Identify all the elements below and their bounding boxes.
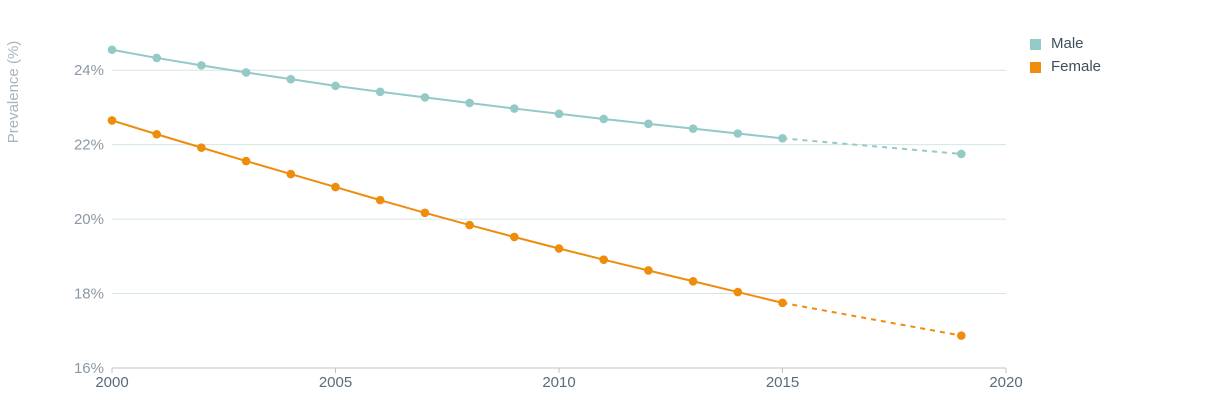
data-point-male-2006 — [375, 87, 385, 97]
data-point-female-2006 — [375, 195, 385, 205]
data-point-female-2010 — [554, 244, 564, 253]
x-tick-label: 2005 — [319, 374, 352, 391]
series-line-female — [111, 119, 783, 304]
data-point-female-2002 — [197, 143, 206, 152]
series-female — [107, 116, 966, 340]
series-projection-male — [782, 137, 962, 155]
y-tick-label: 24% — [74, 62, 104, 79]
data-point-male-2013 — [688, 124, 698, 133]
data-point-female-2014 — [733, 287, 743, 297]
data-point-male-2010 — [554, 109, 564, 119]
data-point-male-2003 — [241, 68, 251, 77]
series-layer — [107, 45, 966, 340]
data-point-female-2019 — [957, 331, 966, 340]
data-point-male-2005 — [331, 81, 340, 91]
x-tick-label: 2010 — [542, 374, 575, 391]
data-point-female-2004 — [286, 169, 296, 179]
data-point-male-2001 — [152, 53, 161, 63]
legend-swatch-female — [1030, 62, 1041, 73]
series-projection-female — [782, 301, 962, 337]
y-tick-label: 18% — [74, 286, 104, 303]
series-male — [107, 45, 966, 159]
legend-swatch-male — [1030, 39, 1041, 50]
data-point-female-2005 — [331, 182, 340, 192]
y-tick-label: 16% — [74, 360, 104, 377]
data-point-female-2008 — [465, 220, 474, 230]
y-axis-label: Prevalence (%) — [5, 41, 22, 144]
data-point-female-2011 — [599, 255, 608, 264]
data-point-male-2002 — [197, 61, 206, 70]
data-point-male-2019 — [957, 149, 966, 159]
data-point-male-2000 — [107, 45, 117, 55]
series-line-male — [111, 48, 783, 140]
legend-item-male[interactable]: Male — [1030, 32, 1101, 55]
data-point-male-2012 — [644, 119, 653, 129]
x-tick-label: 2020 — [989, 374, 1022, 391]
data-point-male-2004 — [286, 74, 296, 84]
data-point-male-2008 — [465, 98, 474, 108]
data-point-female-2013 — [688, 276, 698, 286]
data-point-female-2009 — [510, 232, 519, 242]
data-point-male-2011 — [599, 114, 608, 124]
data-point-female-2001 — [152, 129, 161, 139]
data-point-male-2007 — [420, 93, 430, 102]
legend: Male Female — [1030, 32, 1101, 78]
y-tick-label: 22% — [74, 137, 104, 154]
data-point-female-2003 — [241, 156, 251, 166]
data-point-female-2007 — [420, 208, 430, 218]
data-point-male-2015 — [778, 134, 787, 143]
grid-lines — [112, 69, 1006, 295]
data-point-male-2014 — [733, 129, 743, 138]
legend-item-female[interactable]: Female — [1030, 55, 1101, 78]
x-tick-label: 2015 — [766, 374, 799, 391]
data-point-female-2015 — [778, 298, 787, 308]
data-point-female-2000 — [107, 116, 117, 125]
legend-label-male: Male — [1051, 35, 1084, 52]
y-tick-label: 20% — [74, 211, 104, 228]
data-point-male-2009 — [510, 104, 519, 113]
legend-label-female: Female — [1051, 58, 1102, 75]
axes: 16% 18% 20% 22% 24% 2000 2005 2010 2015 2020 — [74, 62, 1023, 391]
x-tick-label: 2000 — [95, 374, 128, 391]
data-point-female-2012 — [644, 266, 653, 275]
